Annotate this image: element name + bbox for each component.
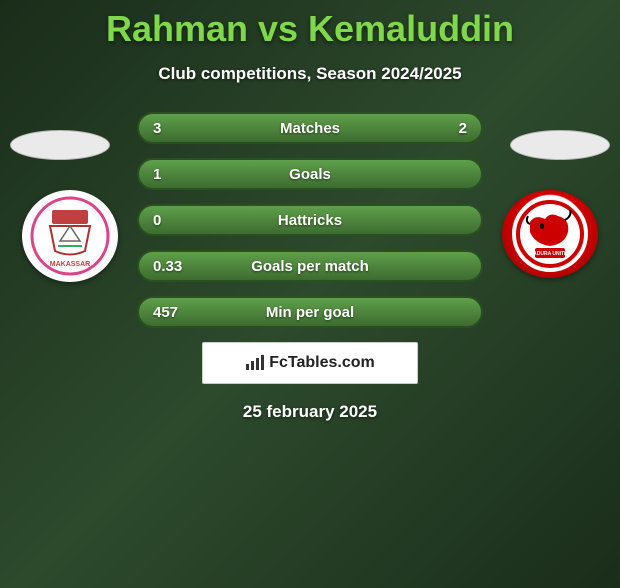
stat-left: 457 (153, 304, 203, 321)
madura-badge-icon: MADURA UNITED (510, 194, 590, 274)
stat-left: 0.33 (153, 258, 203, 275)
stat-row-min-per-goal: 457 Min per goal (137, 296, 483, 328)
stat-row-goals: 1 Goals (137, 158, 483, 190)
branding-box[interactable]: FcTables.com (202, 342, 418, 384)
stat-label: Matches (203, 120, 417, 137)
svg-text:MAKASSAR: MAKASSAR (50, 261, 90, 268)
stat-row-hattricks: 0 Hattricks (137, 204, 483, 236)
stat-left: 1 (153, 166, 203, 183)
stat-label: Hattricks (203, 212, 417, 229)
date-text: 25 february 2025 (0, 402, 620, 422)
chart-icon (245, 355, 265, 371)
ellipse-left (10, 130, 110, 160)
stat-left: 0 (153, 212, 203, 229)
svg-text:MADURA UNITED: MADURA UNITED (529, 251, 571, 257)
page-title: Rahman vs Kemaluddin (0, 8, 620, 50)
stat-right: 2 (417, 120, 467, 137)
team-logo-left: MAKASSAR (22, 190, 118, 282)
branding-text: FcTables.com (269, 354, 375, 372)
team-logo-right: MADURA UNITED (502, 190, 598, 278)
stat-left: 3 (153, 120, 203, 137)
psm-badge-icon: MAKASSAR (30, 196, 110, 276)
stats-container: 3 Matches 2 1 Goals 0 Hattricks 0.33 Goa… (137, 112, 483, 328)
ellipse-right (510, 130, 610, 160)
subtitle: Club competitions, Season 2024/2025 (0, 64, 620, 84)
stat-row-matches: 3 Matches 2 (137, 112, 483, 144)
stat-label: Min per goal (203, 304, 417, 321)
stat-row-goals-per-match: 0.33 Goals per match (137, 250, 483, 282)
stat-label: Goals (203, 166, 417, 183)
stat-label: Goals per match (203, 258, 417, 275)
